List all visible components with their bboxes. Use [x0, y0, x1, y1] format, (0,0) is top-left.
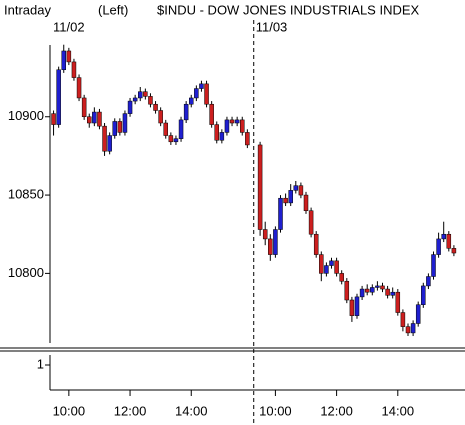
candle-body — [283, 197, 288, 204]
candle-body — [257, 144, 263, 230]
candle-body — [194, 88, 199, 99]
candle-body — [329, 260, 334, 266]
candle-body — [324, 265, 329, 274]
chart-side: (Left) — [98, 2, 128, 17]
candle-body — [380, 285, 385, 290]
candle-body — [349, 299, 355, 316]
y-tick-label: 10900 — [8, 108, 44, 123]
candle-body — [451, 248, 457, 254]
x-tick-label: 12:00 — [114, 403, 147, 418]
candle-body — [288, 190, 293, 204]
candle-body — [71, 61, 77, 78]
candle-body — [127, 100, 133, 114]
candle-body — [81, 97, 87, 117]
candle-body — [102, 125, 107, 152]
candle-body — [436, 238, 441, 255]
candle-body — [446, 233, 452, 249]
candle-body — [354, 296, 360, 316]
candle-body — [61, 50, 66, 71]
candle-body — [234, 119, 240, 124]
candle-body — [431, 254, 436, 277]
candle-body — [229, 119, 235, 124]
candle-body — [370, 287, 375, 293]
candle-body — [298, 185, 304, 196]
candle-body — [400, 312, 406, 327]
candle-body — [132, 97, 138, 102]
candle-body — [262, 229, 268, 240]
candle-body — [199, 83, 204, 89]
chart-title: $INDU - DOW JONES INDUSTRIALS INDEX — [157, 2, 420, 17]
x-tick-label: 10:00 — [53, 403, 86, 418]
candle-body — [92, 111, 97, 124]
candle-body — [344, 280, 350, 301]
lower-y-tick-label: 1 — [37, 356, 44, 371]
candle-body — [224, 119, 230, 133]
candle-body — [158, 110, 163, 124]
candle-body — [308, 210, 314, 235]
candle-body — [313, 233, 319, 255]
date-label: 11/02 — [53, 19, 85, 34]
candle-body — [168, 135, 174, 143]
candle-body — [183, 103, 189, 121]
candle-body — [122, 113, 128, 133]
candle-body — [178, 119, 184, 139]
candle-body — [441, 233, 446, 240]
candle-body — [245, 132, 250, 146]
candle-body — [293, 185, 299, 191]
candle-body — [390, 291, 395, 296]
candle-body — [153, 103, 158, 111]
y-tick-label: 10850 — [8, 187, 44, 202]
candle-body — [189, 97, 194, 105]
x-tick-label: 10:00 — [259, 403, 292, 418]
candle-body — [405, 326, 411, 334]
candle-body — [339, 273, 344, 282]
candle-body — [117, 121, 123, 133]
candle-body — [97, 111, 102, 127]
candle-body — [426, 276, 431, 287]
candle-body — [268, 238, 273, 255]
candle-body — [214, 124, 219, 141]
candle-body — [143, 91, 148, 97]
candle-body — [173, 138, 179, 143]
candle-body — [319, 254, 324, 274]
candle-body — [66, 50, 72, 63]
y-tick-label: 10800 — [8, 265, 44, 280]
candle-body — [364, 288, 370, 293]
candle-body — [51, 113, 56, 125]
candle-body — [240, 119, 245, 133]
candle-body — [395, 291, 401, 313]
candle-body — [421, 285, 426, 305]
chart-mode: Intraday — [4, 2, 51, 17]
candle-body — [415, 304, 421, 324]
candle-body — [375, 285, 380, 288]
candle-body — [56, 69, 61, 125]
x-tick-label: 14:00 — [175, 403, 208, 418]
candle-body — [385, 288, 390, 296]
candle-body — [209, 103, 214, 125]
candle-body — [303, 194, 309, 211]
candle-body — [148, 96, 153, 105]
candle-body — [359, 288, 365, 298]
candle-body — [204, 83, 209, 105]
date-label: 11/03 — [256, 19, 288, 34]
candle-body — [410, 323, 416, 334]
x-tick-label: 14:00 — [382, 403, 415, 418]
candle-body — [163, 122, 168, 136]
candle-body — [334, 260, 339, 274]
candle-body — [76, 77, 82, 99]
candle-body — [219, 132, 225, 141]
candle-body — [138, 91, 143, 99]
x-tick-label: 12:00 — [320, 403, 353, 418]
candle-body — [87, 116, 92, 124]
candle-body — [278, 197, 283, 230]
candle-body — [107, 135, 112, 152]
candle-body — [273, 229, 278, 255]
candle-body — [112, 121, 117, 136]
